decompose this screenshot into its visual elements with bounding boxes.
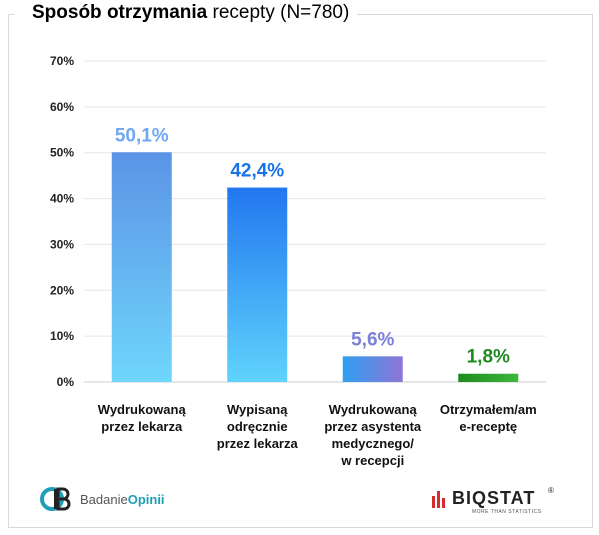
- biostat-registered: ®: [548, 486, 554, 495]
- badanie-opinii-icon: [40, 487, 71, 511]
- category-label-4: e-receptę: [459, 419, 517, 434]
- category-label-3: w recepcji: [340, 453, 404, 468]
- category-label-3: Wydrukowaną: [329, 402, 418, 417]
- y-tick-label: 70%: [50, 54, 74, 68]
- y-tick-label: 0%: [57, 375, 75, 389]
- y-tick-label: 20%: [50, 283, 74, 297]
- bar-4: [458, 373, 519, 382]
- value-label-1: 50,1%: [115, 125, 169, 146]
- y-tick-label: 30%: [50, 237, 74, 251]
- biostat-name: BIQSTAT: [452, 488, 536, 508]
- category-label-3: medycznego/: [332, 436, 415, 451]
- chart-title: Sposób otrzymania recepty (N=780): [14, 0, 358, 26]
- bar-1: [111, 152, 172, 382]
- value-label-4: 1,8%: [467, 347, 510, 368]
- bar-2: [227, 187, 288, 382]
- category-label-2: przez lekarza: [217, 436, 299, 451]
- category-label-2: odręcznie: [227, 419, 288, 434]
- category-label-4: Otrzymałem/am: [440, 402, 537, 417]
- category-label-1: Wydrukowaną: [98, 402, 187, 417]
- badanie-opinii-label: BadanieOpinii: [80, 491, 165, 507]
- y-tick-label: 50%: [50, 146, 74, 160]
- badanie-opinii-logo: BadanieOpinii: [40, 486, 165, 512]
- value-label-3: 5,6%: [351, 329, 394, 350]
- bar-3: [342, 356, 403, 382]
- y-tick-label: 40%: [50, 192, 74, 206]
- category-label-2: Wypisaną: [227, 402, 288, 417]
- value-label-2: 42,4%: [230, 161, 284, 182]
- y-tick-label: 60%: [50, 100, 74, 114]
- category-label-1: przez lekarza: [101, 419, 183, 434]
- category-label-3: przez asystenta: [324, 419, 422, 434]
- chart-frame: [8, 14, 593, 528]
- y-tick-label: 10%: [50, 329, 74, 343]
- biostat-bars-icon: [432, 491, 445, 508]
- biostat-tagline: MORE THAN STATISTICS: [472, 509, 542, 515]
